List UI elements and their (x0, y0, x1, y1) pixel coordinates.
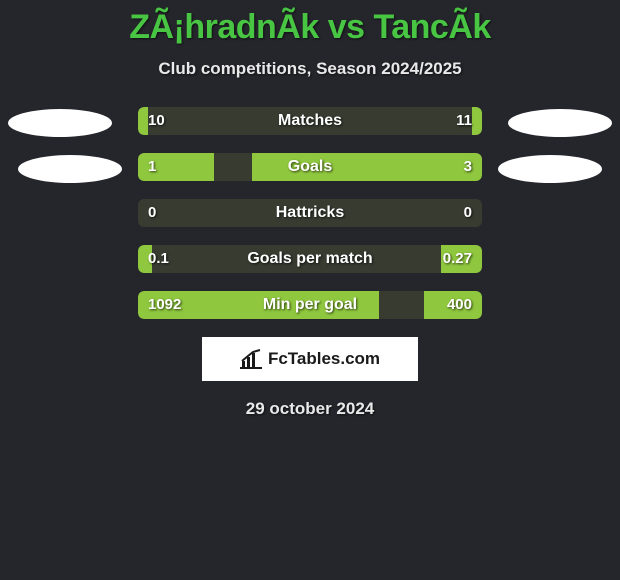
subtitle: Club competitions, Season 2024/2025 (0, 59, 620, 79)
team-badge-left-1 (8, 109, 112, 137)
value-right: 3 (464, 153, 472, 181)
value-right: 0 (464, 199, 472, 227)
value-right: 400 (447, 291, 472, 319)
bar-row-matches: 10 Matches 11 (138, 107, 482, 135)
team-badge-right-2 (498, 155, 602, 183)
chart-icon (240, 349, 262, 369)
bar-row-mpg: 1092 Min per goal 400 (138, 291, 482, 319)
page-title: ZÃ¡hradnÃ­k vs TancÃ­k (0, 0, 620, 47)
stats-area: 10 Matches 11 1 Goals 3 0 Hattricks 0 0.… (0, 107, 620, 319)
value-right: 0.27 (443, 245, 472, 273)
bar-row-gpm: 0.1 Goals per match 0.27 (138, 245, 482, 273)
logo-text: FcTables.com (268, 349, 380, 369)
team-badge-left-2 (18, 155, 122, 183)
bar-row-hattricks: 0 Hattricks 0 (138, 199, 482, 227)
bar-label: Goals (138, 153, 482, 181)
bar-label: Hattricks (138, 199, 482, 227)
logo-box[interactable]: FcTables.com (202, 337, 418, 381)
team-badge-right-1 (508, 109, 612, 137)
bar-label: Min per goal (138, 291, 482, 319)
bar-row-goals: 1 Goals 3 (138, 153, 482, 181)
bar-label: Goals per match (138, 245, 482, 273)
bar-label: Matches (138, 107, 482, 135)
value-right: 11 (456, 107, 472, 135)
date-text: 29 october 2024 (0, 399, 620, 419)
comparison-bars: 10 Matches 11 1 Goals 3 0 Hattricks 0 0.… (138, 107, 482, 319)
